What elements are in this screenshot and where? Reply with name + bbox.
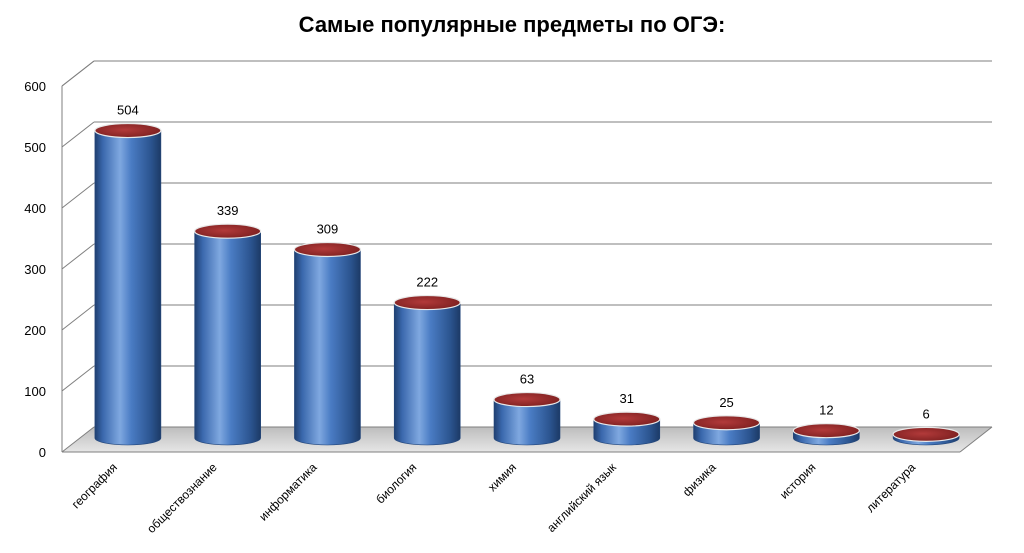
y-tick-label: 600: [24, 79, 46, 94]
data-label: 339: [217, 203, 239, 218]
bar-top: [792, 423, 860, 439]
y-tick-label: 0: [39, 445, 46, 460]
data-label: 309: [317, 222, 339, 237]
bar-top: [293, 241, 362, 258]
bar-top: [194, 223, 262, 239]
bar: [393, 294, 461, 446]
bar: [493, 391, 561, 446]
data-label: 504: [117, 103, 139, 118]
bar: [293, 241, 362, 446]
chart-title: Самые популярные предметы по ОГЭ:: [298, 12, 726, 37]
x-tick-label: география: [69, 460, 120, 511]
bar: [593, 411, 661, 446]
data-label: 31: [620, 391, 634, 406]
x-tick-label: английский язык: [544, 460, 619, 535]
bar: [892, 426, 960, 446]
x-tick-label: биология: [373, 460, 419, 506]
x-tick-label: история: [777, 460, 818, 501]
x-tick-label: литература: [863, 460, 918, 515]
bar-top: [393, 294, 461, 311]
x-tick-label: обществознание: [144, 460, 220, 536]
bar-top: [593, 411, 661, 427]
y-tick-label: 100: [24, 384, 46, 399]
bar: [94, 122, 162, 446]
bar: [194, 223, 262, 446]
bar-top: [892, 426, 960, 442]
bar-top: [692, 415, 761, 431]
y-tick-label: 400: [24, 201, 46, 216]
x-tick-label: физика: [680, 460, 719, 499]
gridline: [61, 121, 992, 148]
axes: [61, 60, 993, 453]
bar: [692, 415, 761, 446]
data-label: 63: [520, 372, 534, 387]
data-label: 222: [416, 275, 438, 290]
y-tick-label: 500: [24, 140, 46, 155]
x-tick-label: информатика: [256, 460, 320, 524]
bar-top: [94, 122, 162, 139]
bar-top: [493, 391, 561, 408]
data-label: 6: [922, 406, 929, 421]
y-tick-label: 300: [24, 262, 46, 277]
bar: [792, 423, 860, 446]
data-label: 25: [719, 395, 733, 410]
data-label: 12: [819, 403, 833, 418]
gridline: [61, 60, 992, 87]
x-tick-label: химия: [485, 460, 519, 494]
bars: [94, 122, 960, 446]
gridline: [61, 182, 992, 209]
y-tick-label: 200: [24, 323, 46, 338]
